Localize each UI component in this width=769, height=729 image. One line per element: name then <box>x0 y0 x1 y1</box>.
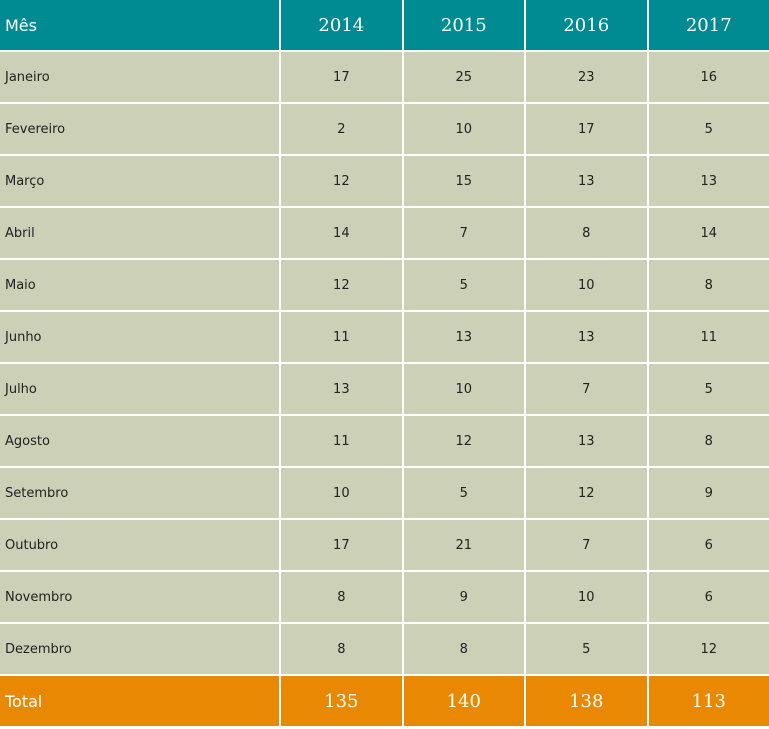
header-year: 2014 <box>281 0 402 50</box>
value-cell: 11 <box>281 312 402 362</box>
value-cell: 6 <box>648 520 769 570</box>
value-cell: 9 <box>648 468 769 518</box>
month-cell: Abril <box>0 208 280 258</box>
value-cell: 12 <box>281 260 402 310</box>
value-cell: 8 <box>281 624 402 674</box>
value-cell: 12 <box>648 624 769 674</box>
value-cell: 7 <box>526 364 647 414</box>
table-row: Setembro 10 5 12 9 <box>0 468 769 518</box>
value-cell: 5 <box>648 364 769 414</box>
table-row: Maio 12 5 10 8 <box>0 260 769 310</box>
total-row: Total 135 140 138 113 <box>0 676 769 726</box>
header-year: 2015 <box>403 0 525 50</box>
month-cell: Setembro <box>0 468 280 518</box>
month-cell: Fevereiro <box>0 104 280 154</box>
month-cell: Dezembro <box>0 624 280 674</box>
value-cell: 10 <box>281 468 402 518</box>
table-row: Outubro 17 21 7 6 <box>0 520 769 570</box>
table-row: Junho 11 13 13 11 <box>0 312 769 362</box>
value-cell: 12 <box>526 468 647 518</box>
table-row: Abril 14 7 8 14 <box>0 208 769 258</box>
value-cell: 25 <box>403 52 525 102</box>
total-cell: 140 <box>403 676 525 726</box>
value-cell: 8 <box>526 208 647 258</box>
value-cell: 12 <box>403 416 525 466</box>
value-cell: 12 <box>281 156 402 206</box>
value-cell: 13 <box>526 312 647 362</box>
value-cell: 23 <box>526 52 647 102</box>
month-cell: Março <box>0 156 280 206</box>
value-cell: 8 <box>648 260 769 310</box>
value-cell: 10 <box>526 572 647 622</box>
value-cell: 10 <box>403 104 525 154</box>
month-cell: Janeiro <box>0 52 280 102</box>
value-cell: 16 <box>648 52 769 102</box>
table-row: Julho 13 10 7 5 <box>0 364 769 414</box>
value-cell: 13 <box>648 156 769 206</box>
header-year: 2017 <box>648 0 769 50</box>
value-cell: 5 <box>648 104 769 154</box>
month-cell: Outubro <box>0 520 280 570</box>
header-month: Mês <box>0 0 280 50</box>
value-cell: 13 <box>403 312 525 362</box>
value-cell: 10 <box>526 260 647 310</box>
month-cell: Maio <box>0 260 280 310</box>
value-cell: 13 <box>526 156 647 206</box>
month-cell: Julho <box>0 364 280 414</box>
value-cell: 14 <box>648 208 769 258</box>
value-cell: 5 <box>526 624 647 674</box>
table-row: Novembro 8 9 10 6 <box>0 572 769 622</box>
total-cell: 113 <box>648 676 769 726</box>
value-cell: 15 <box>403 156 525 206</box>
total-label: Total <box>0 676 280 726</box>
value-cell: 17 <box>281 520 402 570</box>
value-cell: 5 <box>403 260 525 310</box>
total-cell: 138 <box>526 676 647 726</box>
value-cell: 9 <box>403 572 525 622</box>
header-row: Mês 2014 2015 2016 2017 <box>0 0 769 50</box>
value-cell: 14 <box>281 208 402 258</box>
month-cell: Junho <box>0 312 280 362</box>
value-cell: 5 <box>403 468 525 518</box>
total-cell: 135 <box>281 676 402 726</box>
value-cell: 2 <box>281 104 402 154</box>
table-row: Março 12 15 13 13 <box>0 156 769 206</box>
table-row: Janeiro 17 25 23 16 <box>0 52 769 102</box>
value-cell: 8 <box>648 416 769 466</box>
value-cell: 7 <box>403 208 525 258</box>
table-row: Dezembro 8 8 5 12 <box>0 624 769 674</box>
value-cell: 6 <box>648 572 769 622</box>
value-cell: 13 <box>526 416 647 466</box>
table-row: Agosto 11 12 13 8 <box>0 416 769 466</box>
value-cell: 13 <box>281 364 402 414</box>
header-year: 2016 <box>526 0 647 50</box>
value-cell: 11 <box>281 416 402 466</box>
table-row: Fevereiro 2 10 17 5 <box>0 104 769 154</box>
value-cell: 7 <box>526 520 647 570</box>
value-cell: 17 <box>526 104 647 154</box>
month-cell: Novembro <box>0 572 280 622</box>
value-cell: 17 <box>281 52 402 102</box>
value-cell: 8 <box>281 572 402 622</box>
value-cell: 11 <box>648 312 769 362</box>
value-cell: 21 <box>403 520 525 570</box>
month-cell: Agosto <box>0 416 280 466</box>
value-cell: 10 <box>403 364 525 414</box>
value-cell: 8 <box>403 624 525 674</box>
